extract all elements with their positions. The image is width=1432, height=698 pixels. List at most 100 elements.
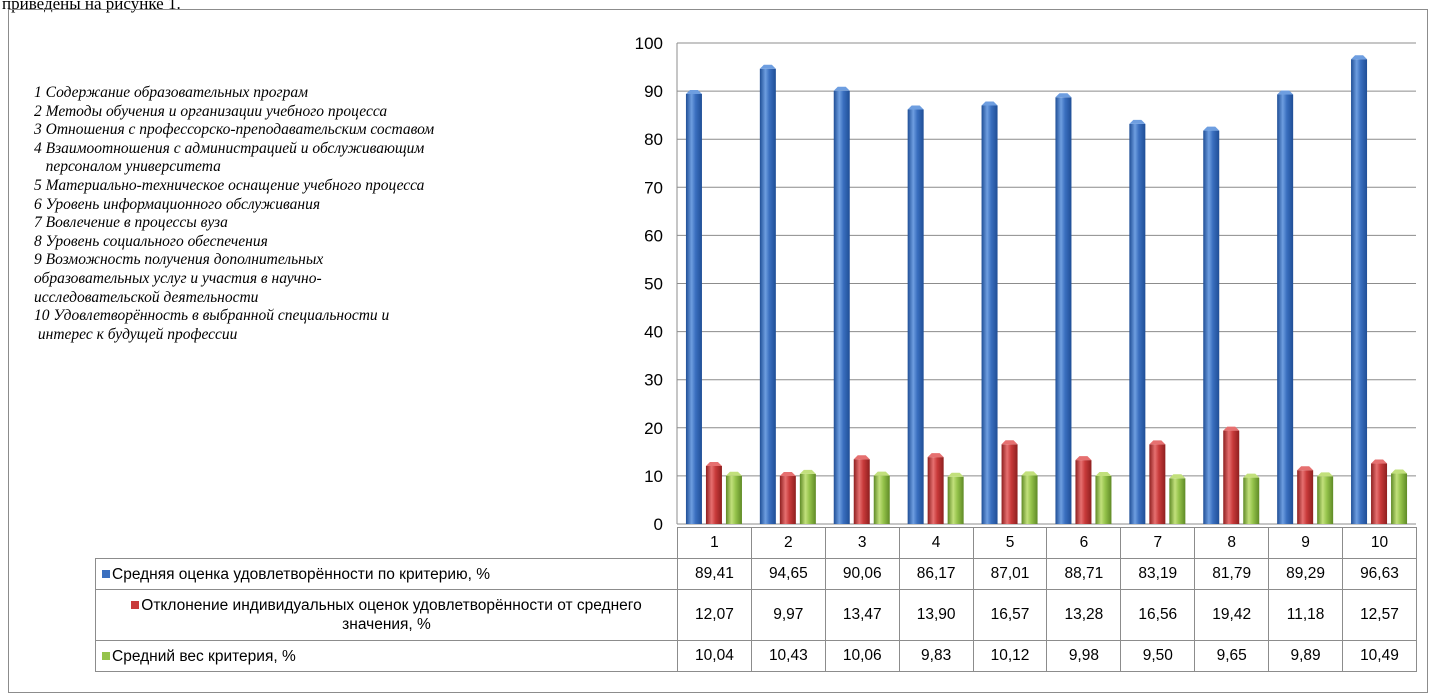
bar-s1-3 xyxy=(833,90,850,524)
bar-top-s2-4 xyxy=(927,453,944,458)
bar-top-s3-3 xyxy=(873,471,890,476)
series-legend-label: Средняя оценка удовлетворённости по крит… xyxy=(95,558,678,590)
bar-s3-10 xyxy=(1391,473,1408,524)
bar-top-s2-2 xyxy=(779,472,796,477)
bar-s2-3 xyxy=(853,459,870,524)
data-label: 83,19 xyxy=(1120,558,1196,590)
bar-top-s3-5 xyxy=(1021,471,1038,476)
y-tick-label: 60 xyxy=(644,226,663,245)
bar-s3-4 xyxy=(947,476,964,524)
data-label: 87,01 xyxy=(972,558,1048,590)
x-tick-label: 3 xyxy=(824,527,900,559)
data-label: 19,42 xyxy=(1194,589,1270,641)
criterion-legend-line: 5 Материально-техническое оснащение учеб… xyxy=(34,176,425,194)
bar-top-s1-6 xyxy=(1055,93,1072,98)
data-label: 9,97 xyxy=(750,589,826,641)
bar-top-s1-4 xyxy=(907,105,924,110)
criterion-legend-line: 6 Уровень информационного обслуживания xyxy=(34,195,321,213)
criterion-legend-line: 8 Уровень социального обеспечения xyxy=(34,232,268,250)
criterion-legend-line: 7 Вовлечение в процессы вуза xyxy=(34,214,228,232)
bar-s1-1 xyxy=(685,93,702,524)
bar-top-s2-1 xyxy=(705,461,722,466)
data-label: 13,28 xyxy=(1046,589,1122,641)
bar-top-s1-5 xyxy=(981,101,998,106)
data-label: 89,41 xyxy=(677,558,752,590)
data-table: 1 2 3 4 5 6 7 8 9 10 Средняя оценка удовлетворённо… xyxy=(95,527,1417,672)
bar-top-s1-10 xyxy=(1351,55,1368,60)
y-tick-label: 30 xyxy=(644,371,663,390)
data-label: 90,06 xyxy=(824,558,900,590)
bar-s2-10 xyxy=(1371,463,1388,524)
y-tick-label: 70 xyxy=(644,178,663,197)
legend-swatch xyxy=(131,601,140,609)
bar-s1-7 xyxy=(1129,123,1146,524)
bar-top-s2-3 xyxy=(853,455,870,460)
bar-s3-5 xyxy=(1021,475,1038,524)
table-row: Отклонение индивидуальных оценок удовлет… xyxy=(95,589,1417,641)
table-corner xyxy=(96,528,678,559)
data-label: 12,07 xyxy=(677,589,752,641)
series-name: Средний вес критерия, % xyxy=(112,647,296,665)
x-tick-label: 9 xyxy=(1268,527,1344,559)
bar-s3-9 xyxy=(1317,476,1334,524)
bar-s1-10 xyxy=(1351,59,1368,524)
bar-s2-5 xyxy=(1001,444,1018,524)
data-label: 88,71 xyxy=(1046,558,1122,590)
table-row: Средняя оценка удовлетворённости по крит… xyxy=(95,558,1417,590)
bar-s1-8 xyxy=(1203,130,1220,525)
bar-top-s2-10 xyxy=(1371,459,1388,464)
y-tick-label: 90 xyxy=(644,82,663,101)
x-tick-label: 8 xyxy=(1194,527,1270,559)
y-tick-label: 50 xyxy=(644,275,663,294)
y-tick-label: 80 xyxy=(644,130,663,149)
data-label: 16,57 xyxy=(972,589,1048,641)
x-tick-label: 2 xyxy=(750,527,826,559)
data-label: 12,57 xyxy=(1342,589,1417,641)
bar-top-s2-9 xyxy=(1297,466,1314,471)
y-tick-label: 40 xyxy=(644,323,663,342)
bar-s1-5 xyxy=(981,105,998,524)
y-tick-label: 20 xyxy=(644,419,663,438)
criterion-legend-line: 3 Отношения с профессорско-преподаватель… xyxy=(34,121,435,139)
x-tick-label: 10 xyxy=(1342,527,1417,559)
y-tick-label: 0 xyxy=(654,515,663,530)
data-label: 10,49 xyxy=(1342,640,1417,672)
bar-s3-8 xyxy=(1243,477,1260,524)
bar-s2-6 xyxy=(1075,460,1092,524)
data-label: 96,63 xyxy=(1342,558,1417,590)
data-label: 9,83 xyxy=(898,640,974,672)
bar-s2-4 xyxy=(927,457,944,524)
data-label: 81,79 xyxy=(1194,558,1270,590)
x-tick-label: 5 xyxy=(972,527,1048,559)
criterion-legend-line: интерес к будущей профессии xyxy=(34,325,238,343)
chart-frame xyxy=(8,9,1428,693)
data-label: 11,18 xyxy=(1268,589,1344,641)
data-label: 89,29 xyxy=(1268,558,1344,590)
criterion-legend-line: 4 Взаимоотношения с администрацией и обс… xyxy=(34,139,425,157)
bar-s3-1 xyxy=(725,475,742,524)
data-label: 94,65 xyxy=(750,558,826,590)
bar-top-s1-8 xyxy=(1203,126,1220,131)
bar-top-s1-9 xyxy=(1277,90,1294,95)
bar-top-s2-6 xyxy=(1075,456,1092,461)
bar-top-s3-8 xyxy=(1243,473,1260,478)
bar-s2-1 xyxy=(705,465,722,524)
criterion-legend-line: 1 Содержание образовательных програм xyxy=(34,84,308,101)
series-name: Отклонение индивидуальных оценок удовлет… xyxy=(141,597,642,633)
x-tick-label: 4 xyxy=(898,527,974,559)
data-label: 10,43 xyxy=(750,640,826,672)
table-row: Средний вес критерия, % 10,04 10,43 10,06 9,… xyxy=(95,640,1417,672)
bar-s1-9 xyxy=(1277,94,1294,524)
data-label: 86,17 xyxy=(898,558,974,590)
data-label: 10,06 xyxy=(824,640,900,672)
x-tick-label: 7 xyxy=(1120,527,1196,559)
bar-s1-4 xyxy=(907,109,924,524)
data-label: 10,12 xyxy=(972,640,1048,672)
x-tick-label: 1 xyxy=(677,527,752,559)
bar-s2-7 xyxy=(1149,444,1166,524)
criterion-legend-line: 2 Методы обучения и организации учебного… xyxy=(34,102,388,120)
bar-top-s1-7 xyxy=(1129,119,1146,124)
x-tick-label: 6 xyxy=(1046,527,1122,559)
bar-top-s3-9 xyxy=(1317,472,1334,477)
criterion-legend-line: образовательных услуг и участия в научно… xyxy=(34,269,322,287)
